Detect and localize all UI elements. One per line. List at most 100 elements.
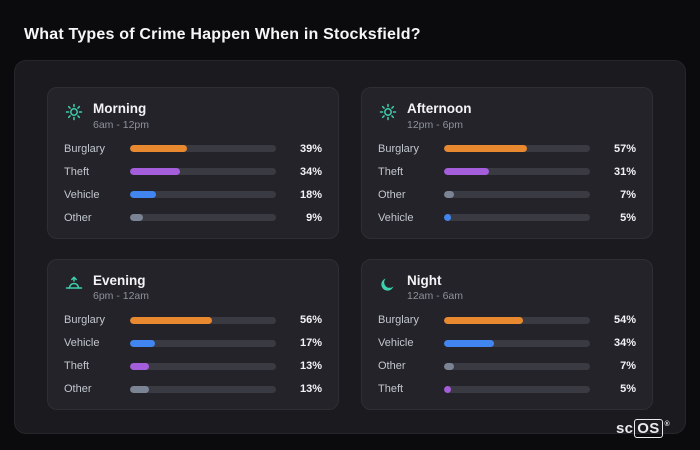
crime-label: Theft	[64, 360, 90, 373]
bar-track	[130, 191, 276, 199]
bar-rows: Burglary 56% Vehicle 17% Theft 13% Other	[64, 314, 322, 396]
crime-label: Burglary	[64, 142, 105, 155]
bar-fill	[444, 191, 455, 199]
card-header: Night 12am - 6am	[378, 273, 636, 303]
crime-percent: 17%	[299, 337, 322, 350]
crime-row: Theft 5%	[378, 383, 636, 396]
crime-row: Burglary 56%	[64, 314, 322, 327]
crime-row: Other 9%	[64, 211, 322, 224]
bar-track	[130, 168, 276, 176]
crime-label: Vehicle	[64, 337, 100, 350]
scos-logo-prefix: sc	[615, 420, 634, 437]
crime-label: Other	[378, 360, 406, 373]
crime-label: Theft	[378, 165, 404, 178]
bar-fill	[130, 362, 149, 370]
crime-row: Other 13%	[64, 383, 322, 396]
card-morning: Morning 6am - 12pm Burglary 39% Theft 34…	[47, 87, 339, 239]
bar-track	[130, 362, 276, 370]
bar-track	[444, 168, 590, 176]
crime-percent: 13%	[299, 360, 322, 373]
card-header-text: Evening 6pm - 12am	[93, 273, 149, 303]
bar-fill	[444, 145, 528, 153]
card-subtitle: 12pm - 6pm	[407, 118, 464, 131]
crime-percent: 57%	[613, 142, 636, 155]
crime-percent: 54%	[613, 314, 636, 327]
crime-label: Theft	[378, 383, 404, 396]
moon-icon	[378, 274, 398, 294]
bar-fill	[130, 316, 212, 324]
bar-track	[130, 316, 276, 324]
bar-track	[444, 339, 590, 347]
bar-track	[444, 316, 590, 324]
card-title: Morning	[93, 101, 147, 116]
crime-percent: 7%	[620, 188, 636, 201]
card-subtitle: 6pm - 12am	[93, 290, 150, 303]
bar-fill	[444, 214, 452, 222]
card-header: Evening 6pm - 12am	[64, 273, 322, 303]
card-subtitle: 6am - 12pm	[93, 118, 150, 131]
card-header-text: Morning 6am - 12pm	[93, 101, 149, 131]
sunset-icon	[64, 274, 84, 294]
bar-fill	[130, 168, 180, 176]
bar-track	[444, 214, 590, 222]
crime-percent: 9%	[306, 211, 322, 224]
bar-rows: Burglary 57% Theft 31% Other 7% Vehicle	[378, 142, 636, 224]
crime-row: Theft 34%	[64, 165, 322, 178]
card-evening: Evening 6pm - 12am Burglary 56% Vehicle …	[47, 258, 339, 411]
card-title: Night	[407, 272, 442, 288]
crime-percent: 5%	[620, 211, 636, 224]
scos-logo: sc OS ®	[616, 419, 670, 438]
crime-percent: 7%	[620, 360, 636, 373]
crime-row: Vehicle 17%	[64, 337, 322, 350]
crime-label: Theft	[64, 165, 90, 178]
crime-label: Vehicle	[64, 188, 100, 201]
crime-percent: 56%	[299, 314, 322, 327]
bar-fill	[130, 214, 144, 222]
crime-row: Vehicle 34%	[378, 337, 636, 350]
crime-percent: 34%	[613, 337, 636, 350]
crime-label: Burglary	[378, 142, 419, 155]
bar-fill	[444, 385, 452, 393]
crime-label: Other	[64, 211, 92, 224]
bar-track	[130, 385, 276, 393]
crime-row: Theft 13%	[64, 360, 322, 373]
bar-rows: Burglary 39% Theft 34% Vehicle 18% Other	[64, 142, 322, 224]
card-afternoon: Afternoon 12pm - 6pm Burglary 57% Theft …	[361, 87, 653, 239]
crime-label: Vehicle	[378, 211, 414, 224]
card-header-text: Night 12am - 6am	[407, 273, 463, 303]
crime-percent: 34%	[299, 165, 322, 178]
bar-fill	[130, 145, 187, 153]
card-subtitle: 12am - 6am	[407, 290, 464, 303]
crime-row: Burglary 57%	[378, 142, 636, 155]
card-title: Evening	[93, 272, 146, 288]
bar-fill	[130, 385, 149, 393]
crime-percent: 5%	[620, 383, 636, 396]
bar-track	[130, 214, 276, 222]
bar-fill	[130, 191, 157, 199]
card-night: Night 12am - 6am Burglary 54% Vehicle 34…	[361, 258, 653, 411]
scos-logo-boxed: OS	[634, 419, 663, 438]
registered-mark: ®	[664, 421, 670, 428]
crime-label: Other	[378, 188, 406, 201]
card-header-text: Afternoon 12pm - 6pm	[407, 101, 472, 131]
sun-icon	[378, 102, 398, 122]
crime-label: Burglary	[378, 314, 419, 327]
crime-row: Theft 31%	[378, 165, 636, 178]
bar-track	[444, 191, 590, 199]
crime-percent: 18%	[299, 188, 322, 201]
crime-label: Burglary	[64, 314, 105, 327]
crime-percent: 13%	[299, 383, 322, 396]
page-title: What Types of Crime Happen When in Stock…	[24, 26, 421, 43]
bar-fill	[444, 362, 455, 370]
bar-track	[444, 362, 590, 370]
crime-row: Burglary 54%	[378, 314, 636, 327]
bar-fill	[444, 168, 490, 176]
bar-fill	[444, 339, 494, 347]
card-title: Afternoon	[407, 101, 472, 116]
sun-icon	[64, 102, 84, 122]
crime-label: Vehicle	[378, 337, 414, 350]
bar-track	[444, 385, 590, 393]
crime-percent: 31%	[613, 165, 636, 178]
crime-label: Other	[64, 383, 92, 396]
